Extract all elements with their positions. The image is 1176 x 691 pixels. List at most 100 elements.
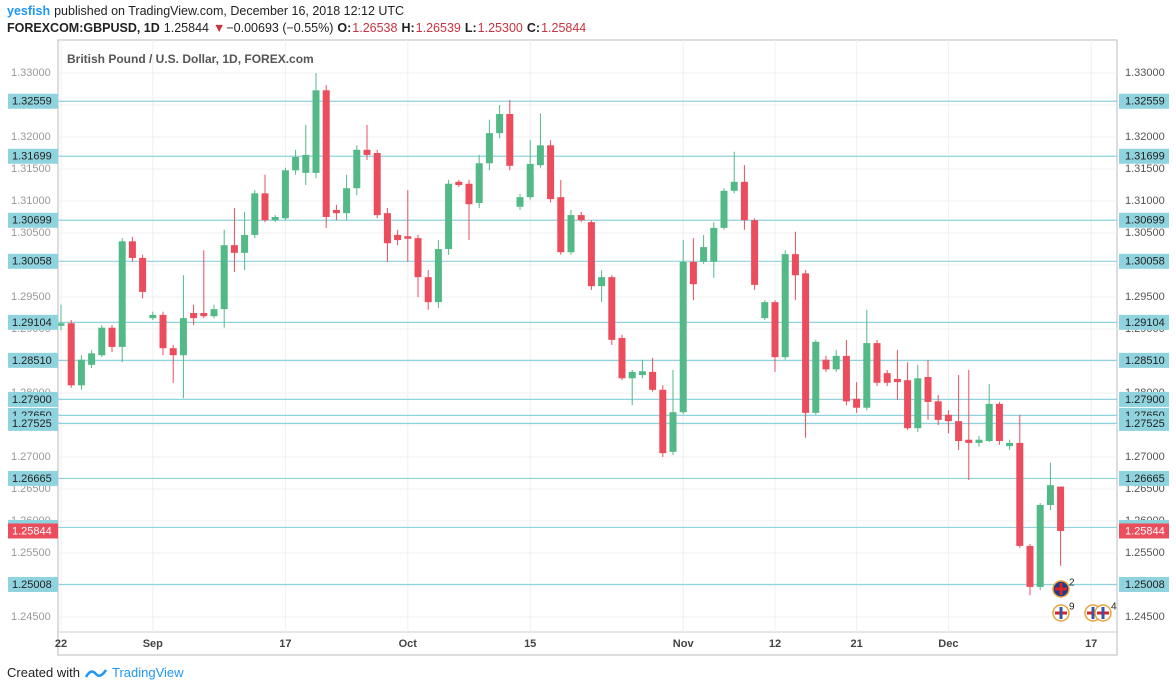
candle-body: [200, 313, 208, 317]
candle-body: [863, 343, 871, 408]
candle-body: [108, 327, 116, 347]
level-label: 1.31699: [12, 151, 52, 163]
candle-body: [343, 188, 351, 214]
candle-body: [944, 414, 952, 422]
event-flag: [1101, 607, 1105, 619]
x-tick-label: 21: [850, 638, 862, 650]
candle-body: [434, 249, 442, 303]
arrow: ▼: [212, 21, 226, 35]
last: 1.25844: [163, 21, 209, 35]
logo: [84, 668, 107, 678]
level-box: [8, 93, 58, 109]
candle-body: [383, 213, 391, 244]
candle-body: [771, 302, 779, 358]
level-label: 1.26665: [12, 473, 52, 485]
footer-brand[interactable]: TradingView: [111, 665, 184, 680]
candle-body: [924, 377, 932, 402]
candle-body: [587, 222, 595, 287]
candle-body: [751, 220, 759, 285]
event-flag: [1091, 607, 1095, 619]
ohlc-value: 1.25844: [541, 21, 587, 35]
candle-body: [577, 215, 585, 221]
level-label: 1.27900: [1125, 394, 1165, 406]
y-tick-label: 1.24500: [1125, 611, 1165, 623]
candle-body: [424, 277, 432, 303]
level-label: 1.27525: [12, 418, 52, 430]
ohlc-value: 1.26538: [352, 21, 398, 35]
y-tick-label: 1.33000: [1125, 67, 1165, 79]
candle-body: [404, 236, 412, 239]
level-label: 1.30058: [1125, 256, 1165, 268]
level-box: [8, 148, 58, 164]
level-label: 1.26665: [1125, 473, 1165, 485]
event-flag: [1059, 583, 1063, 595]
level-label: 1.28510: [1125, 355, 1165, 367]
candle-body: [965, 439, 973, 443]
candle-body: [373, 153, 381, 216]
y-tick-label: 1.27000: [1125, 451, 1165, 463]
candle-body: [241, 234, 249, 253]
level-box: [1119, 576, 1169, 592]
candle-body: [853, 398, 861, 408]
candle-body: [292, 156, 300, 171]
candle-body: [975, 439, 983, 443]
candle-body: [220, 245, 228, 310]
candle-body: [149, 314, 157, 319]
candle-body: [169, 348, 177, 356]
level-label: 1.30699: [1125, 215, 1165, 227]
level-box: [8, 576, 58, 592]
candle-body: [995, 403, 1003, 441]
chart: 1.330001.330001.325001.325001.320001.320…: [8, 39, 1169, 656]
candle-body: [261, 193, 269, 221]
level-box: [1119, 148, 1169, 164]
candle-body: [118, 241, 126, 347]
x-tick-label: 12: [769, 638, 781, 650]
candle-body: [638, 371, 646, 376]
level-box: [1119, 470, 1169, 486]
candle-body: [353, 149, 361, 189]
candle-body: [679, 261, 687, 413]
candle-body: [485, 133, 493, 164]
ohlc-label: L:: [464, 21, 477, 35]
candle-body: [1036, 504, 1044, 587]
level-box: [8, 470, 58, 486]
candle-body: [740, 181, 748, 221]
candle-body: [649, 371, 657, 390]
x-tick-label: 15: [524, 638, 536, 650]
candle-body: [496, 113, 504, 134]
candle-body: [1046, 485, 1054, 505]
candle-body: [842, 355, 850, 402]
author[interactable]: yesfish: [7, 4, 51, 18]
candle-body: [536, 145, 544, 166]
chart-title: British Pound / U.S. Dollar, 1D, FOREX.c…: [67, 52, 314, 66]
candle-body: [445, 183, 453, 250]
x-tick-label: Nov: [673, 638, 695, 650]
y-tick-label: 1.31000: [1125, 195, 1165, 207]
candle-body: [77, 359, 85, 386]
candle-body: [251, 193, 259, 235]
y-tick-label: 1.31500: [11, 163, 51, 175]
candle-body: [873, 343, 881, 383]
candle-body: [332, 209, 340, 214]
symbol-line: FOREXCOM:GBPUSD, 1D 1.25844 ▼ −0.00693 (…: [7, 21, 586, 35]
candle-body: [710, 227, 718, 262]
candle-body: [720, 190, 728, 228]
candle-body: [985, 403, 993, 441]
change: −0.00693 (−0.55%): [226, 21, 334, 35]
candle-body: [730, 181, 738, 191]
level-box: [1119, 93, 1169, 109]
candle-body: [322, 90, 330, 218]
candle-body: [57, 323, 65, 326]
candle-body: [190, 313, 198, 319]
candle-body: [312, 90, 320, 173]
y-tick-label: 1.30500: [1125, 227, 1165, 239]
last-price-label: 1.25844: [1125, 525, 1165, 537]
level-box: [1119, 314, 1169, 330]
level-label: 1.31699: [1125, 151, 1165, 163]
event-flag: [1059, 607, 1063, 619]
level-label: 1.30699: [12, 215, 52, 227]
candle-body: [628, 371, 636, 379]
footer-text: Created with: [7, 665, 80, 680]
level-label: 1.25008: [1125, 579, 1165, 591]
